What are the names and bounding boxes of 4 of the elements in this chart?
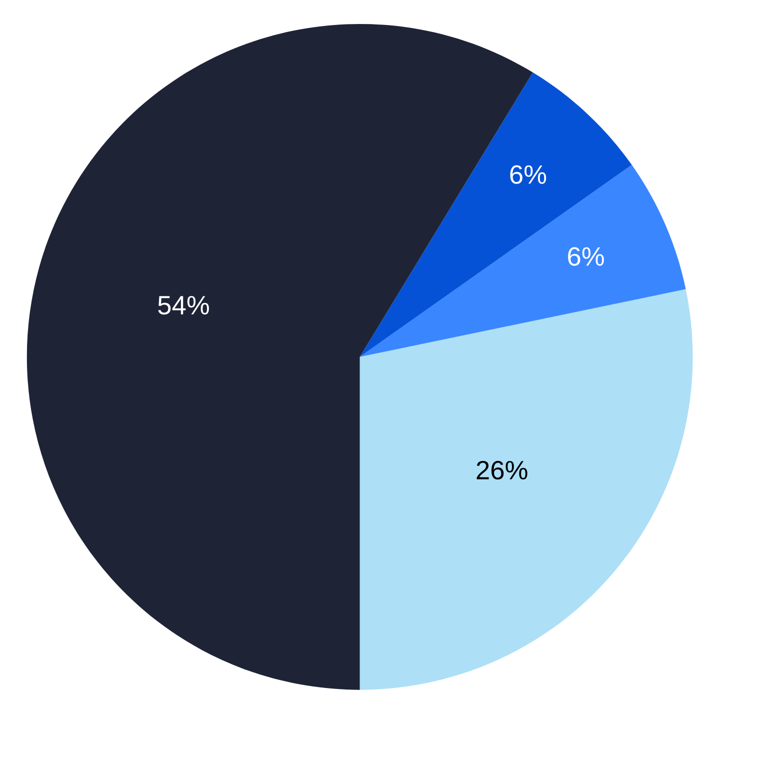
data-label: 6% (510, 165, 546, 184)
data-label: 26% (476, 460, 528, 480)
data-label: 54% (158, 296, 209, 315)
data-label: 6% (568, 247, 604, 266)
